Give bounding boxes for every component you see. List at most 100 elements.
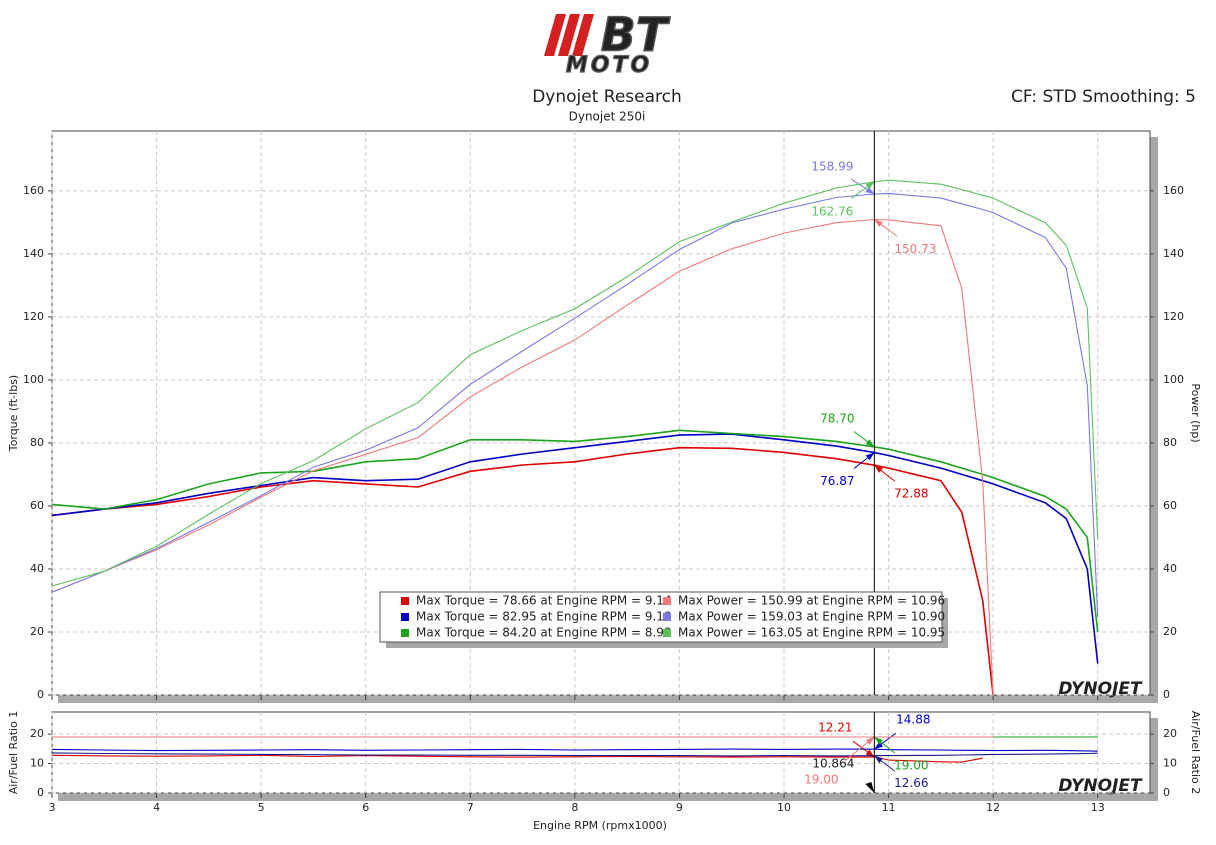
legend-swatch: [401, 629, 409, 637]
cursor-arrowhead: [865, 452, 875, 461]
x-tick-label: 5: [258, 801, 265, 814]
cursor-value: 158.99: [811, 160, 853, 174]
cursor-arrowhead: [865, 439, 875, 447]
legend-label: Max Power = 150.99 at Engine RPM = 10.96: [678, 594, 945, 608]
logo-stripe: [558, 14, 580, 56]
x-tick-label: 8: [571, 801, 578, 814]
y2-tick-label: 140: [1163, 247, 1184, 260]
series-line: [51, 446, 994, 696]
logo-text: BT: [601, 8, 671, 62]
y2-tick-label: 20: [1163, 727, 1177, 740]
series-line: [51, 179, 1099, 587]
y2-tick-label: 60: [1163, 499, 1177, 512]
y2-tick-label: 100: [1163, 373, 1184, 386]
legend-label: Max Torque = 82.95 at Engine RPM = 9.13: [416, 610, 672, 624]
legend-swatch: [663, 629, 671, 637]
y2-axis-label: Air/Fuel Ratio 2: [1189, 711, 1202, 795]
cursor-value: 12.21: [818, 721, 852, 735]
cursor-value: 162.76: [811, 204, 853, 218]
x-tick-label: 3: [49, 801, 56, 814]
legend-swatch: [401, 613, 409, 621]
cursor-arrowhead: [874, 741, 883, 750]
title: Dynojet Research: [532, 87, 682, 107]
x-tick-label: 6: [362, 801, 369, 814]
series-line: [51, 754, 983, 763]
y2-tick-label: 0: [1163, 786, 1170, 799]
panel: [51, 711, 1151, 794]
logo-stripe: [544, 14, 566, 56]
cursor-value: 19.00: [804, 773, 838, 787]
x-tick-label: 13: [1091, 801, 1105, 814]
legend-label: Max Power = 159.03 at Engine RPM = 10.90: [678, 610, 945, 624]
legend-label: Max Power = 163.05 at Engine RPM = 10.95: [678, 626, 945, 640]
logo: BT MOTO: [544, 7, 672, 79]
cursor-value: 76.87: [820, 474, 854, 488]
cursor-value: 78.70: [820, 411, 854, 425]
y-tick-label: 0: [37, 786, 44, 799]
logo-stripe: [572, 14, 594, 56]
x-tick-label: 4: [153, 801, 160, 814]
y2-tick-label: 0: [1163, 688, 1170, 701]
series-line: [51, 429, 1099, 633]
y2-tick-label: 160: [1163, 184, 1184, 197]
y2-tick-label: 80: [1163, 436, 1177, 449]
legend-box: [379, 591, 943, 643]
cursor-arrowhead: [865, 737, 875, 745]
logo-sub: MOTO: [566, 53, 652, 78]
y-tick-label: 0: [37, 688, 44, 701]
y-tick-label: 20: [30, 625, 44, 638]
y-tick-label: 80: [30, 436, 44, 449]
x-axis-label: Engine RPM (rpmx1000): [533, 819, 667, 832]
cursor-arrowhead: [865, 181, 875, 190]
settings: CF: STD Smoothing: 5: [1011, 87, 1196, 107]
series-line: [51, 218, 994, 696]
y-tick-label: 140: [23, 247, 44, 260]
cursor-value: 72.88: [894, 487, 928, 501]
y-tick-label: 40: [30, 562, 44, 575]
y-tick-label: 120: [23, 310, 44, 323]
series-line: [51, 752, 1098, 757]
cursor-arrowhead: [865, 782, 875, 793]
y2-tick-label: 120: [1163, 310, 1184, 323]
subtitle: Dynojet 250i: [569, 110, 646, 124]
cursor-arrowhead: [874, 755, 883, 764]
y-tick-label: 20: [30, 727, 44, 740]
y-tick-label: 100: [23, 373, 44, 386]
legend-swatch: [663, 613, 671, 621]
watermark: DYNOJET: [1058, 679, 1143, 699]
legend-swatch: [401, 597, 409, 605]
y-tick-label: 60: [30, 499, 44, 512]
legend-label: Max Torque = 78.66 at Engine RPM = 9.14: [416, 594, 672, 608]
x-tick-label: 12: [986, 801, 1000, 814]
cursor-arrowhead: [874, 465, 883, 473]
series-line: [51, 433, 1099, 664]
x-tick-label: 11: [882, 801, 896, 814]
legend-swatch: [663, 597, 671, 605]
series-line: [51, 748, 1098, 752]
x-tick-label: 7: [467, 801, 474, 814]
cursor-arrowhead: [865, 749, 875, 758]
x-tick-label: 9: [676, 801, 683, 814]
x-tick-label: 10: [777, 801, 791, 814]
series-line: [51, 192, 1099, 617]
y2-tick-label: 20: [1163, 625, 1177, 638]
cursor-arrowhead: [874, 737, 883, 745]
y2-tick-label: 40: [1163, 562, 1177, 575]
y-tick-label: 160: [23, 184, 44, 197]
cursor-value: 19.00: [894, 759, 928, 773]
y2-tick-label: 10: [1163, 757, 1177, 770]
y-axis-label: Air/Fuel Ratio 1: [7, 711, 20, 795]
cursor-arrowhead: [865, 186, 875, 195]
y-axis-label: Torque (ft-lbs): [7, 375, 20, 452]
y2-axis-label: Power (hp): [1189, 383, 1202, 442]
legend-label: Max Torque = 84.20 at Engine RPM = 8.93: [416, 626, 672, 640]
plot-layer: 0204060801001201401600204060801001201401…: [7, 131, 1202, 832]
watermark: DYNOJET: [1058, 776, 1143, 796]
y-tick-label: 10: [30, 757, 44, 770]
cursor-arrowhead: [874, 219, 883, 228]
cursor-value: 150.73: [894, 242, 936, 256]
cursor-value: 12.66: [894, 776, 928, 790]
cursor-value: 14.88: [896, 713, 930, 727]
cursor-rpm: 10.864: [812, 757, 854, 771]
